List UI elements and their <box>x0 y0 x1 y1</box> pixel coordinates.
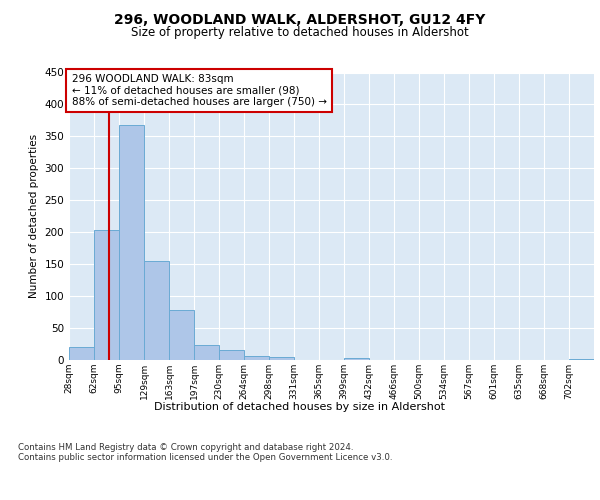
Y-axis label: Number of detached properties: Number of detached properties <box>29 134 39 298</box>
Bar <box>119 125 144 360</box>
Bar <box>569 358 594 360</box>
Text: 296 WOODLAND WALK: 83sqm
← 11% of detached houses are smaller (98)
88% of semi-d: 296 WOODLAND WALK: 83sqm ← 11% of detach… <box>71 74 326 107</box>
Bar <box>269 357 294 360</box>
Bar <box>219 350 244 360</box>
Text: Distribution of detached houses by size in Aldershot: Distribution of detached houses by size … <box>155 402 445 412</box>
Bar <box>194 344 219 360</box>
Text: Contains HM Land Registry data © Crown copyright and database right 2024.
Contai: Contains HM Land Registry data © Crown c… <box>18 442 392 462</box>
Bar <box>169 310 194 360</box>
Bar <box>144 261 169 360</box>
Bar <box>69 347 94 360</box>
Text: 296, WOODLAND WALK, ALDERSHOT, GU12 4FY: 296, WOODLAND WALK, ALDERSHOT, GU12 4FY <box>115 12 485 26</box>
Text: Size of property relative to detached houses in Aldershot: Size of property relative to detached ho… <box>131 26 469 39</box>
Bar <box>244 356 269 360</box>
Bar <box>94 230 119 360</box>
Bar <box>344 358 369 360</box>
